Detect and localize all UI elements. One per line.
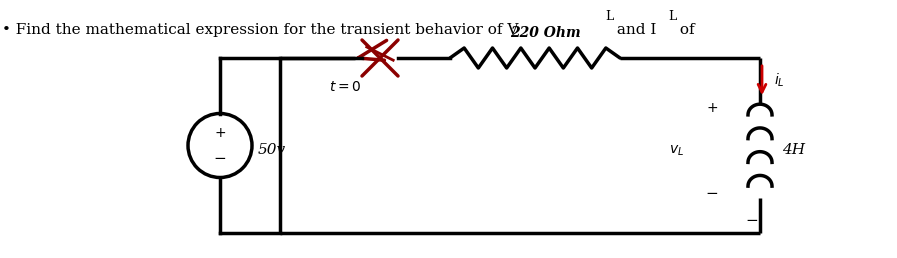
Text: +: + (706, 101, 718, 115)
Text: −: − (213, 151, 226, 166)
Text: 50v: 50v (258, 143, 286, 157)
Text: L: L (668, 10, 676, 23)
Text: $v_L$: $v_L$ (669, 143, 684, 158)
Text: 220 Ohm: 220 Ohm (509, 26, 580, 40)
Text: $t = 0$: $t = 0$ (329, 80, 361, 94)
Text: of: of (675, 23, 694, 37)
Text: 4H: 4H (782, 143, 805, 157)
Text: −: − (706, 186, 718, 200)
Text: L: L (605, 10, 614, 23)
Text: −: − (745, 213, 758, 228)
Text: $i_L$: $i_L$ (774, 72, 785, 89)
Text: • Find the mathematical expression for the transient behavior of V: • Find the mathematical expression for t… (2, 23, 518, 37)
Text: and I: and I (612, 23, 657, 37)
Text: +: + (214, 125, 226, 140)
